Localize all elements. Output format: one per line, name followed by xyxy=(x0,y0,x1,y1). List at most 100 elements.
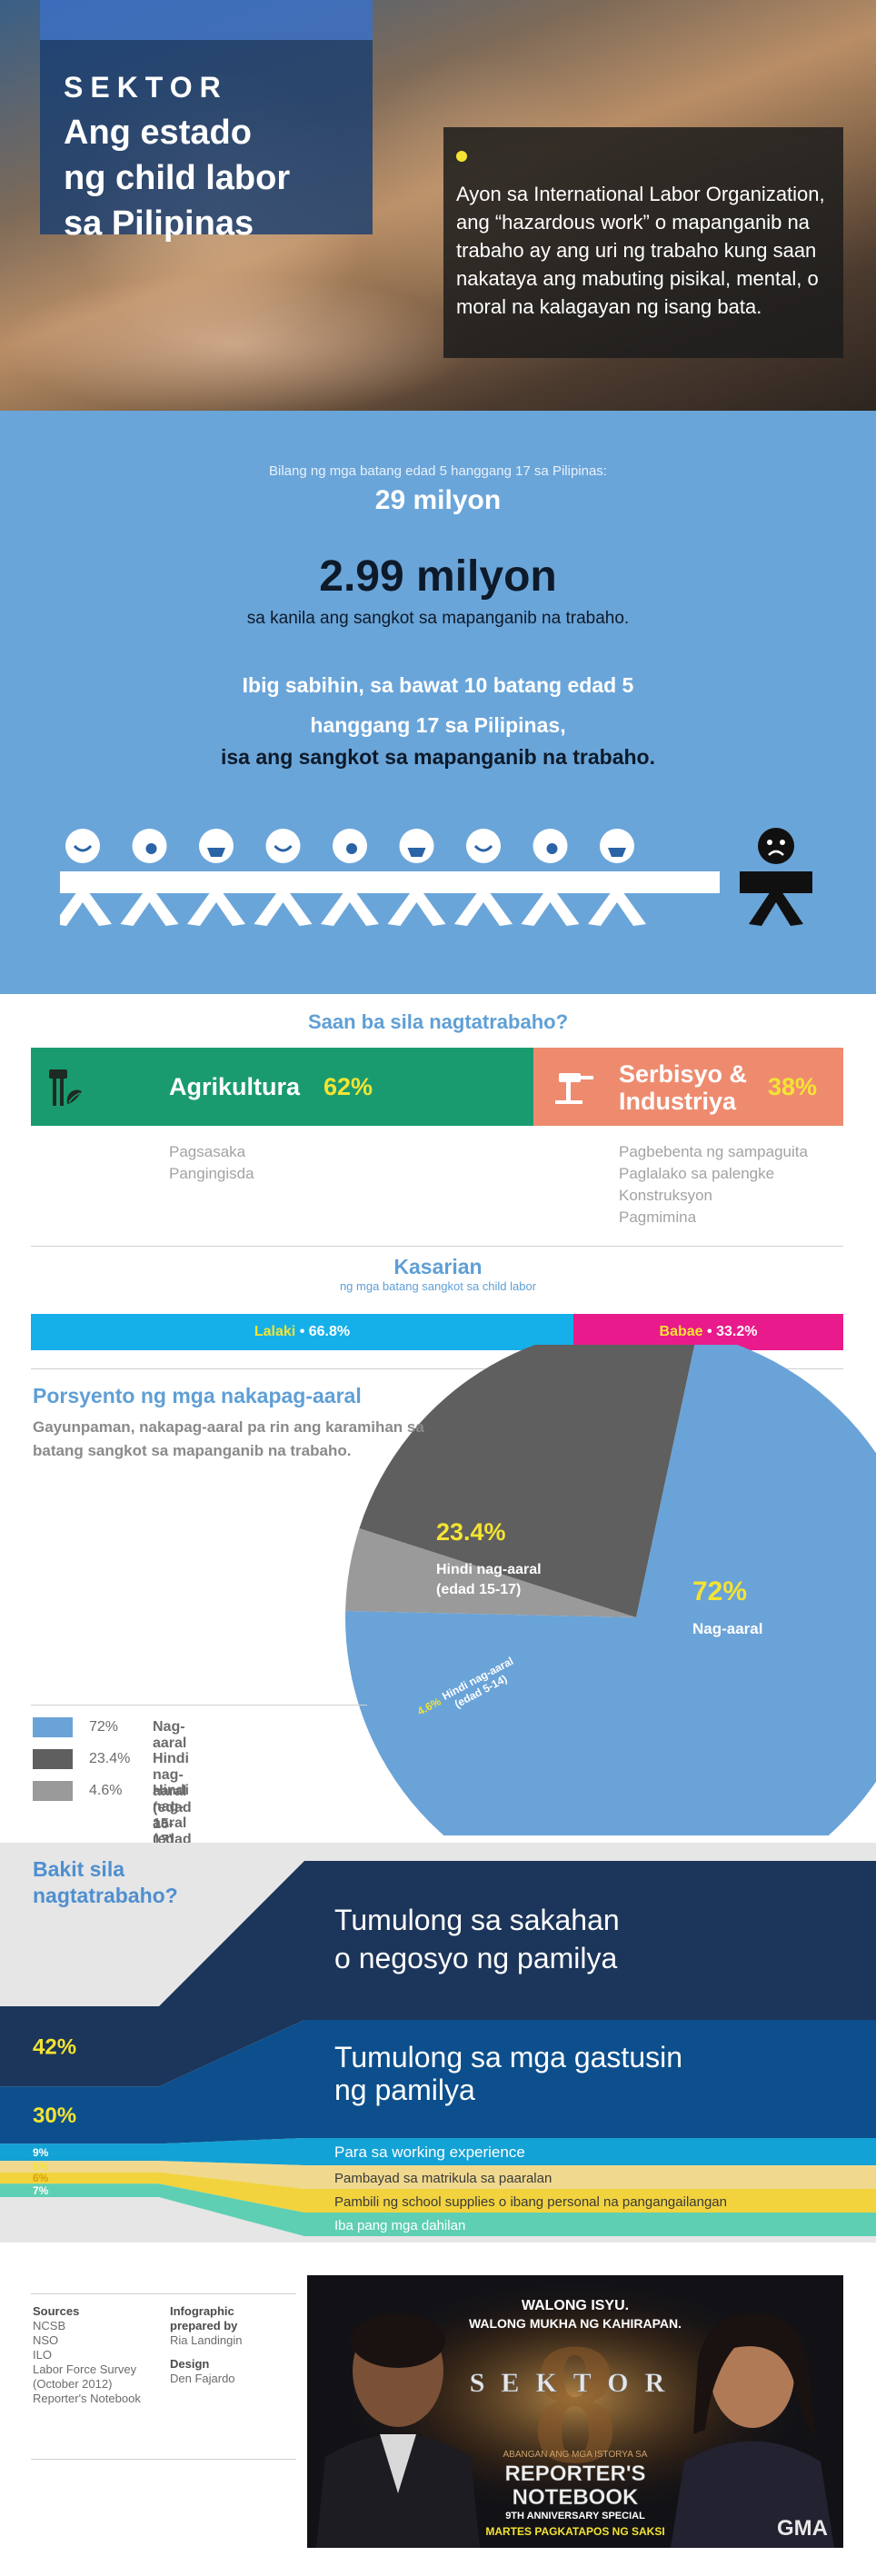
child-figure xyxy=(387,829,446,926)
reason-label: o negosyo ng pamilya xyxy=(334,1942,618,1974)
reasons-title-line: Bakit sila xyxy=(33,1857,124,1881)
education-description: Gayunpaman, nakapag-aaral pa rin ang kar… xyxy=(33,1418,424,1459)
list-item: Pagbebenta ng sampaguita xyxy=(619,1143,808,1160)
education-pie-chart: 23.4% Hindi nag-aaral (edad 15-17) 72% N… xyxy=(345,1345,876,1835)
divider xyxy=(31,1705,367,1706)
poster-art: 8 WALONG ISYU. WALONG MUKHA NG KAHIRAPAN… xyxy=(307,2275,843,2548)
child-figure xyxy=(254,829,313,926)
tv-show-poster: 8 WALONG ISYU. WALONG MUKHA NG KAHIRAPAN… xyxy=(307,2275,843,2548)
design-name: Den Fajardo xyxy=(170,2372,235,2385)
child-figure xyxy=(321,829,379,926)
ratio-explanation: Ibig sabihin, sa bawat 10 batang edad 5 … xyxy=(0,665,876,745)
legend-pct: 23.4% xyxy=(89,1751,131,1766)
pie-slice xyxy=(345,1528,636,1617)
stats-section: Bilang ng mga batang edad 5 hanggang 17 … xyxy=(0,411,876,994)
poster-airing: MARTES PAGKATAPOS NG SAKSI xyxy=(485,2525,664,2538)
male-label: Lalaki xyxy=(254,1324,296,1339)
title-line: ng child labor xyxy=(64,159,291,197)
list-item: Paglalako sa palengke xyxy=(619,1165,775,1182)
photo-highlight xyxy=(0,273,473,411)
services-label-line: Serbisyo & xyxy=(619,1060,748,1088)
slice-label-pct: 23.4% xyxy=(436,1518,506,1546)
reason-pct: 42% xyxy=(33,2035,76,2060)
reason-pct: 6% xyxy=(33,2172,49,2184)
services-bar: Serbisyo & Industriya 38% xyxy=(533,1048,843,1126)
child-figure xyxy=(120,829,179,926)
reason-pct: 30% xyxy=(33,2104,76,2128)
doll-chain-band xyxy=(60,871,720,893)
source-item: (October 2012) xyxy=(33,2377,113,2391)
prepared-title: prepared by xyxy=(170,2319,238,2332)
hammer-icon xyxy=(555,1073,593,1104)
agriculture-list: Pagsasaka Pangingisda xyxy=(169,1141,254,1185)
divider xyxy=(31,2459,296,2460)
ratio-conclusion: isa ang sangkot sa mapanganib na trabaho… xyxy=(220,745,655,769)
title-top-bar xyxy=(40,0,373,40)
legend-name: Hindi nag-aaral (edad 15-17) xyxy=(153,1751,192,1848)
child-figure xyxy=(187,829,245,926)
reason-pct: 9% xyxy=(33,2146,49,2159)
gender-subtitle: ng mga batang sangkot sa child labor xyxy=(339,1279,537,1293)
reason-label: Iba pang mga dahilan xyxy=(334,2218,465,2233)
definition-text: Ayon sa International Labor Organization… xyxy=(456,183,825,318)
poster-line1: WALONG ISYU. xyxy=(522,2298,629,2313)
reason-label: ng pamilya xyxy=(334,2074,475,2106)
poster-show-line1: REPORTER'S xyxy=(504,2462,645,2486)
header-banner: SEKTOR Ang estado ng child labor sa Pili… xyxy=(0,0,876,411)
agriculture-label: Agrikultura xyxy=(169,1073,301,1100)
design-title: Design xyxy=(170,2357,210,2371)
child-figure xyxy=(588,829,646,926)
title-line: Ang estado xyxy=(64,114,252,152)
poster-title: SEKTOR xyxy=(470,2368,682,2398)
reason-band xyxy=(0,2138,876,2165)
bullet-dot-icon xyxy=(456,151,467,162)
poster-show-line2: NOTEBOOK xyxy=(513,2485,639,2510)
slice-label-pct: 72% xyxy=(692,1576,747,1606)
legend-pct: 4.6% xyxy=(89,1783,123,1798)
reason-bar xyxy=(304,2020,876,2138)
source-item: NCSB xyxy=(33,2319,66,2332)
reason-label: Pambayad sa matrikula sa paaralan xyxy=(334,2171,552,2186)
reason-band xyxy=(0,2172,876,2213)
source-item: Labor Force Survey xyxy=(33,2362,137,2376)
female-value: 33.2% xyxy=(716,1324,758,1339)
hazardous-caption: sa kanila ang sangkot sa mapanganib na t… xyxy=(246,609,630,628)
legend-swatch xyxy=(33,1749,73,1769)
plant-icon xyxy=(49,1069,82,1106)
reasons-title-line: nagtatrabaho? xyxy=(33,1884,178,1907)
female-label: Babae xyxy=(659,1324,703,1339)
poster-line2: WALONG MUKHA NG KAHIRAPAN. xyxy=(469,2316,682,2331)
sources-block: Sources NCSB NSO ILO Labor Force Survey … xyxy=(33,2304,141,2406)
poster-tagline: ABANGAN ANG MGA ISTORYA SA xyxy=(503,2450,648,2460)
reason-band xyxy=(0,2183,876,2236)
sektor-label: SEKTOR xyxy=(64,71,228,104)
title-line: sa Pilipinas xyxy=(64,204,254,243)
divider xyxy=(31,1246,843,1247)
population-value: 29 milyon xyxy=(374,485,502,515)
title-box: SEKTOR Ang estado ng child labor sa Pili… xyxy=(40,40,373,243)
sources-title: Sources xyxy=(33,2304,80,2318)
reason-pct: 6% xyxy=(33,2161,49,2173)
children-pictogram xyxy=(60,828,812,926)
agriculture-bar: Agrikultura 62% xyxy=(31,1048,533,1126)
services-percent: 38% xyxy=(768,1073,818,1100)
slice-label-name: Nag-aaral xyxy=(692,1620,762,1637)
population-label: Bilang ng mga batang edad 5 hanggang 17 … xyxy=(269,463,607,479)
reason-pct: 7% xyxy=(33,2184,49,2197)
prepared-block: Infographic prepared by Ria Landingin De… xyxy=(170,2304,243,2386)
legend-name: Nag-aaral xyxy=(153,1719,187,1751)
gma-logo: GMA xyxy=(777,2516,828,2541)
list-item: Pagmimina xyxy=(619,1208,697,1226)
legend-pct: 72% xyxy=(89,1719,119,1735)
reason-label: Tumulong sa mga gastusin xyxy=(334,2041,682,2074)
legend-swatch xyxy=(33,1781,73,1801)
services-list: Pagbebenta ng sampaguita Paglalako sa pa… xyxy=(619,1141,808,1228)
agriculture-percent: 62% xyxy=(324,1073,373,1100)
poster-special: 9TH ANNIVERSARY SPECIAL xyxy=(505,2511,645,2521)
divider xyxy=(31,2293,296,2294)
reason-label: Tumulong sa sakahan xyxy=(334,1904,620,1936)
divider xyxy=(31,1368,843,1369)
ratio-line: Ibig sabihin, sa bawat 10 batang edad 5 xyxy=(242,673,634,697)
reason-label: Para sa working experience xyxy=(334,2143,525,2161)
gender-title: Kasarian xyxy=(393,1255,483,1278)
